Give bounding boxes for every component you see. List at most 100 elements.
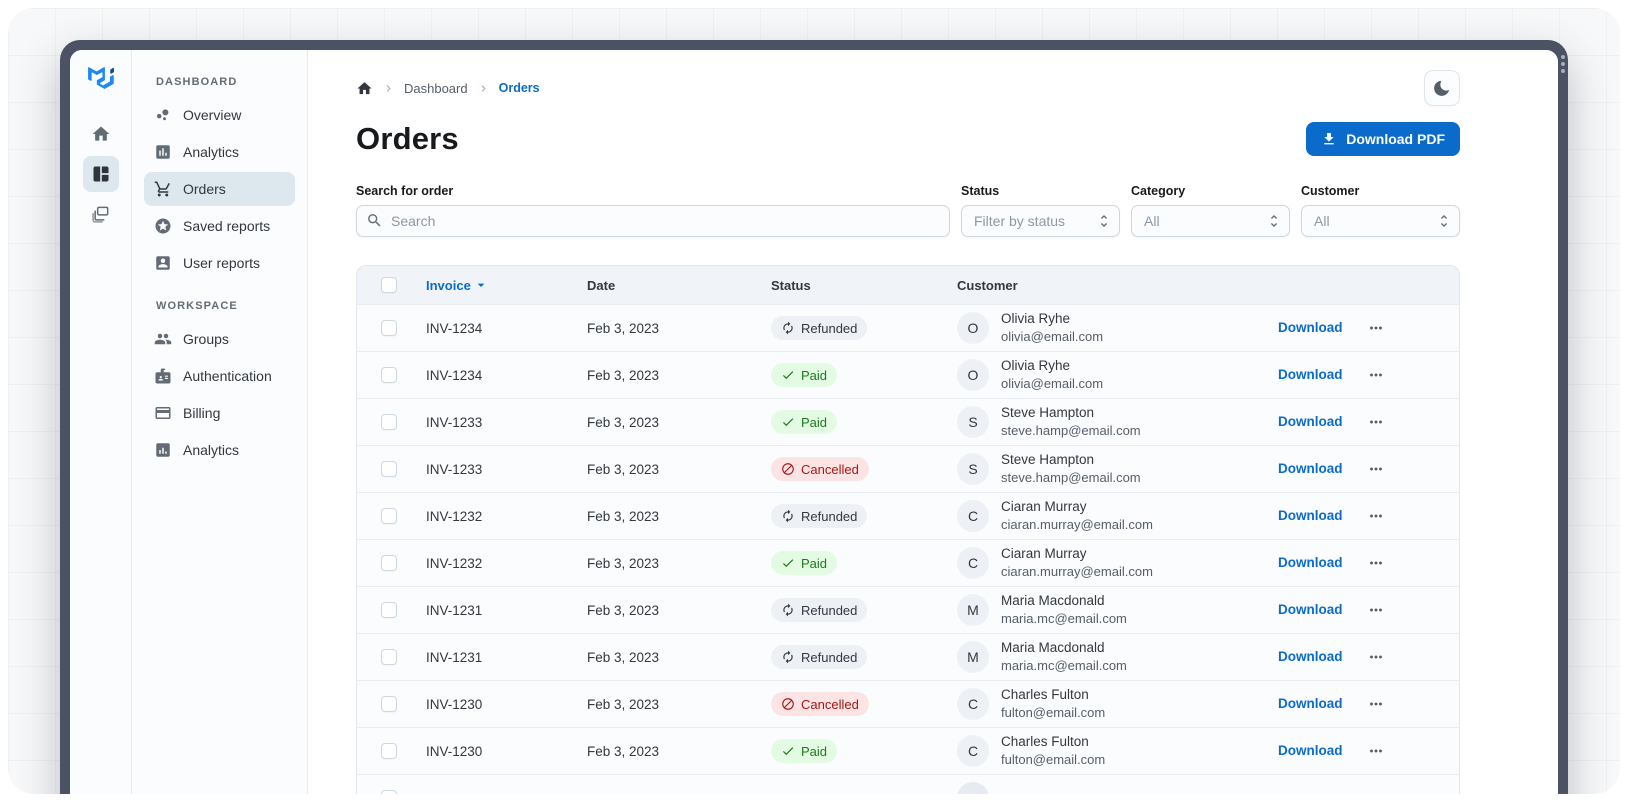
sidebar-item-user-reports[interactable]: User reports — [144, 246, 295, 280]
status-select-value: Filter by status — [974, 213, 1066, 229]
row-menu-button[interactable] — [1364, 413, 1388, 431]
download-link[interactable]: Download — [1278, 508, 1343, 523]
column-header-invoice[interactable]: Invoice — [426, 277, 587, 293]
badge-icon — [154, 367, 172, 385]
customer-name: Olivia Ryhe — [1001, 358, 1071, 374]
invoice-cell: INV-1230 — [426, 696, 483, 712]
customer-cell: C Charles Fulton fulton@email.com — [957, 686, 1278, 722]
avatar: O — [957, 311, 989, 344]
sidebar-item-overview[interactable]: Overview — [144, 98, 295, 132]
customer-cell: M Maria Macdonald maria.mc@email.com — [957, 639, 1278, 675]
sidebar-item-authentication[interactable]: Authentication — [144, 359, 295, 393]
download-pdf-button[interactable]: Download PDF — [1306, 122, 1460, 156]
customer-cell: S Steve Hampton steve.hamp@email.com — [957, 451, 1278, 487]
table-row: INV-1232 Feb 3, 2023 Refunded C Ciaran M… — [357, 492, 1459, 539]
date-cell: Feb 3, 2023 — [587, 743, 660, 759]
column-header-customer: Customer — [957, 277, 1018, 293]
row-menu-button[interactable] — [1364, 789, 1388, 794]
sidebar-item-analytics[interactable]: Analytics — [144, 135, 295, 169]
download-link[interactable]: Download — [1278, 602, 1343, 617]
row-menu-button[interactable] — [1364, 319, 1388, 337]
status-chip: Cancelled — [771, 457, 869, 481]
sidebar-item-label: Authentication — [183, 368, 272, 384]
status-select[interactable]: Filter by status — [961, 205, 1120, 237]
download-link[interactable]: Download — [1278, 367, 1343, 382]
more-horiz-icon — [1367, 366, 1385, 384]
row-menu-button[interactable] — [1364, 366, 1388, 384]
row-menu-button[interactable] — [1364, 695, 1388, 713]
invoice-cell: INV-1230 — [426, 743, 483, 759]
row-checkbox[interactable] — [381, 414, 397, 430]
status-chip: Refunded — [771, 645, 868, 669]
main-content: Dashboard Orders Orders — [308, 50, 1558, 794]
date-cell: Feb 3, 2023 — [587, 602, 660, 618]
rail-home-button[interactable] — [83, 116, 119, 152]
row-menu-button[interactable] — [1364, 742, 1388, 760]
row-menu-button[interactable] — [1364, 554, 1388, 572]
row-menu-button[interactable] — [1364, 460, 1388, 478]
user-card-icon — [154, 254, 172, 272]
row-checkbox[interactable] — [381, 649, 397, 665]
orders-table-header: Invoice Date Status Customer — [357, 266, 1459, 304]
row-checkbox[interactable] — [381, 743, 397, 759]
row-checkbox[interactable] — [381, 790, 397, 794]
table-row: INV-1231 Feb 3, 2023 Refunded M Maria Ma… — [357, 586, 1459, 633]
select-all-checkbox[interactable] — [381, 277, 397, 293]
customer-select[interactable]: All — [1301, 205, 1460, 237]
search-icon — [366, 212, 383, 229]
row-menu-button[interactable] — [1364, 601, 1388, 619]
sidebar-item-label: Overview — [183, 107, 242, 123]
download-link[interactable]: Download — [1278, 555, 1343, 570]
row-menu-button[interactable] — [1364, 507, 1388, 525]
row-checkbox[interactable] — [381, 461, 397, 477]
breadcrumb-dashboard[interactable]: Dashboard — [404, 80, 468, 96]
row-checkbox[interactable] — [381, 508, 397, 524]
download-link[interactable]: Download — [1278, 649, 1343, 664]
table-row: INV-1230 Feb 3, 2023 Paid C Charles Fult… — [357, 727, 1459, 774]
download-link[interactable]: Download — [1278, 414, 1343, 429]
search-input[interactable] — [356, 205, 950, 237]
row-checkbox[interactable] — [381, 367, 397, 383]
desktop-background: DASHBOARD Overview Analytics — [8, 8, 1620, 794]
download-link[interactable]: Download — [1278, 743, 1343, 758]
table-row: INV-1234 Feb 3, 2023 Paid O Olivia Ryhe … — [357, 351, 1459, 398]
category-select[interactable]: All — [1131, 205, 1290, 237]
home-icon — [91, 124, 111, 144]
home-icon[interactable] — [356, 80, 373, 97]
sidebar-item-groups[interactable]: Groups — [144, 322, 295, 356]
row-checkbox[interactable] — [381, 602, 397, 618]
download-link[interactable]: Download — [1278, 320, 1343, 335]
orders-table: Invoice Date Status Customer INV-1234 Fe… — [356, 265, 1460, 794]
sidebar-item-saved-reports[interactable]: Saved reports — [144, 209, 295, 243]
rail-dashboard-button[interactable] — [82, 156, 119, 192]
row-checkbox[interactable] — [381, 696, 397, 712]
bar-chart-icon — [154, 441, 172, 459]
status-chip-label: Paid — [801, 555, 828, 571]
breadcrumb-orders[interactable]: Orders — [498, 81, 540, 95]
sidebar-item-billing[interactable]: Billing — [144, 396, 295, 430]
download-link[interactable]: Download — [1278, 696, 1343, 711]
status-chip-label: Refunded — [801, 320, 858, 336]
rail-layers-button[interactable] — [83, 196, 119, 232]
more-horiz-icon — [1367, 789, 1385, 794]
row-checkbox[interactable] — [381, 555, 397, 571]
download-link[interactable]: Download — [1278, 461, 1343, 476]
cart-icon — [154, 180, 172, 198]
table-row — [357, 774, 1459, 794]
theme-toggle-button[interactable] — [1424, 70, 1460, 106]
sidebar-item-orders[interactable]: Orders — [144, 172, 295, 206]
status-chip-label: Refunded — [801, 602, 858, 618]
customer-cell: O Olivia Ryhe olivia@email.com — [957, 310, 1278, 346]
date-cell: Feb 3, 2023 — [587, 367, 660, 383]
more-horiz-icon — [1367, 742, 1385, 760]
status-filter: Status Filter by status — [961, 184, 1120, 237]
bubble-chart-icon — [154, 106, 172, 124]
avatar: S — [957, 452, 989, 485]
download-icon — [1321, 131, 1337, 147]
window-scrollbar-thumb[interactable] — [1561, 55, 1565, 73]
sidebar-item-workspace-analytics[interactable]: Analytics — [144, 433, 295, 467]
mui-logo-icon — [87, 66, 114, 94]
invoice-cell: INV-1231 — [426, 602, 483, 618]
row-menu-button[interactable] — [1364, 648, 1388, 666]
row-checkbox[interactable] — [381, 320, 397, 336]
